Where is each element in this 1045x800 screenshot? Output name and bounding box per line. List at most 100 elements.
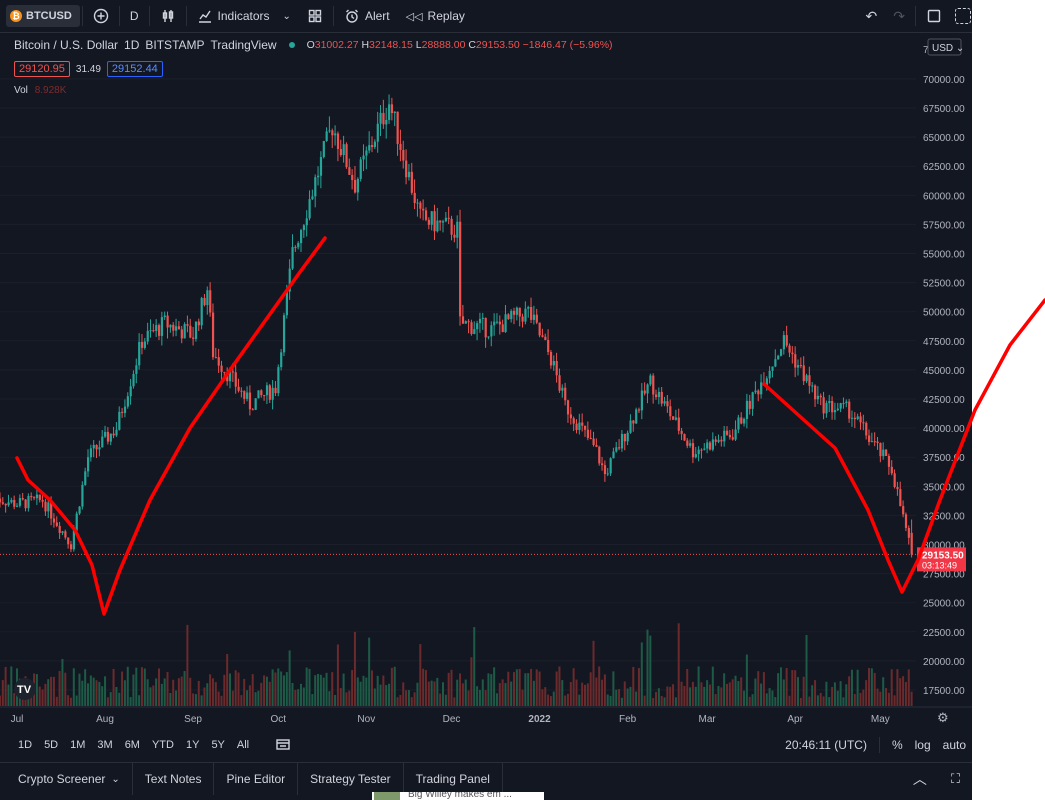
timeframe-6m[interactable]: 6M — [124, 739, 140, 751]
timeframe-1y[interactable]: 1Y — [185, 739, 200, 751]
volume-bar — [166, 671, 169, 706]
price-chart[interactable]: 70000.00 67500.00 65000.00 62500.00 60000.00… — [0, 33, 972, 768]
volume-bar — [728, 682, 731, 706]
candle-body — [217, 357, 220, 366]
candle-body — [41, 499, 44, 502]
date-range-button[interactable] — [275, 737, 291, 754]
top-toolbar: ₿ BTCUSD D Indicators ⌄ Alert ◁◁ Replay — [0, 0, 972, 33]
volume-bar — [461, 683, 464, 706]
symbol-search-button[interactable]: ₿ BTCUSD — [6, 5, 80, 27]
volume-bar — [493, 667, 496, 706]
candle-body — [768, 370, 771, 379]
candle-body — [280, 352, 283, 368]
volume-bar — [129, 697, 132, 706]
volume-bar — [640, 642, 643, 706]
sell-price-box[interactable]: 29120.95 — [14, 61, 70, 77]
timeframe-5y[interactable]: 5Y — [211, 739, 225, 751]
volume-bar — [478, 689, 481, 706]
candle-body — [845, 401, 848, 404]
candle-body — [893, 473, 896, 487]
volume-bar — [907, 669, 910, 706]
utc-clock[interactable]: 20:46:11 (UTC) — [785, 738, 867, 752]
peek-text: Big Willey makes em ... — [408, 792, 512, 800]
candle-body — [669, 406, 672, 417]
percent-scale-toggle[interactable]: % — [891, 738, 903, 752]
redo-button[interactable]: ↷ — [885, 0, 913, 32]
volume-bar — [459, 673, 462, 706]
volume-bar — [828, 697, 831, 706]
candle-body — [626, 432, 629, 442]
tab-trading-panel[interactable]: Trading Panel — [404, 763, 503, 795]
chevron-down-icon: ⌄ — [111, 773, 120, 785]
candle-body — [609, 458, 612, 474]
volume-bar — [234, 670, 237, 706]
candle-body — [700, 449, 703, 451]
interval-button[interactable]: D — [122, 0, 147, 32]
market-status-dot — [288, 42, 295, 48]
candle-body — [274, 387, 277, 394]
price-tick-label: 7 — [923, 45, 929, 56]
timeframe-all[interactable]: All — [236, 739, 250, 751]
candle-body — [544, 336, 547, 341]
candle-body — [819, 395, 822, 398]
volume-bar — [58, 671, 61, 706]
candle-body — [180, 329, 183, 339]
compare-symbol-button[interactable] — [85, 0, 117, 32]
undo-button[interactable]: ↶ — [858, 0, 886, 32]
volume-bar — [797, 677, 799, 706]
timeframe-1m[interactable]: 1M — [70, 739, 86, 751]
candle-body — [152, 330, 155, 332]
candle-body — [586, 429, 590, 438]
volume-bar — [777, 673, 780, 706]
volume-bar — [413, 692, 416, 706]
candle-body — [731, 437, 734, 440]
tab-crypto-screener[interactable]: Crypto Screener ⌄ — [0, 763, 133, 795]
volume-bar — [308, 668, 311, 706]
candle-body — [498, 321, 501, 325]
candle-body — [589, 437, 592, 439]
replay-button[interactable]: ◁◁ Replay — [398, 0, 473, 32]
log-scale-toggle[interactable]: log — [914, 738, 931, 752]
tab-pine-editor[interactable]: Pine Editor — [214, 763, 299, 795]
volume-bar — [745, 654, 748, 706]
volume-bar — [169, 692, 172, 706]
timeframe-bar: 1D 5D 1M 3M 6M YTD 1Y 5Y All 20:46:11 (UTC) % lo… — [0, 732, 972, 758]
candle-body — [439, 220, 442, 223]
volume-bar — [211, 678, 214, 706]
tab-strategy-tester[interactable]: Strategy Tester — [298, 763, 404, 795]
candle-body — [382, 112, 385, 125]
candle-body — [836, 408, 839, 411]
fullscreen-icon[interactable] — [955, 8, 971, 24]
volume-bar — [405, 690, 408, 706]
candle-body — [481, 317, 484, 319]
collapse-panel-button[interactable]: ︿ — [901, 763, 939, 795]
chart-type-button[interactable] — [152, 0, 184, 32]
tab-text-notes[interactable]: Text Notes — [133, 763, 215, 795]
auto-scale-toggle[interactable]: auto — [942, 738, 966, 752]
candle-body — [132, 373, 135, 387]
volume-bar — [910, 691, 913, 706]
timeframe-1d[interactable]: 1D — [18, 739, 33, 751]
maximize-panel-button[interactable]: ⛶ — [939, 763, 972, 795]
buy-price-box[interactable]: 29152.44 — [106, 61, 163, 77]
timeframe-ytd[interactable]: YTD — [151, 739, 174, 751]
volume-bar — [294, 689, 297, 706]
layout-button[interactable] — [918, 0, 950, 32]
volume-bar — [833, 682, 836, 706]
volume-bar — [106, 697, 109, 706]
timeframe-5d[interactable]: 5D — [44, 739, 59, 751]
volume-bar — [467, 690, 470, 706]
alert-button[interactable]: Alert — [336, 0, 398, 32]
indicators-button[interactable]: Indicators ⌄ — [189, 0, 299, 32]
candle-body — [21, 498, 24, 500]
candle-body — [521, 316, 524, 322]
volume-bar — [791, 670, 794, 706]
volume-bar — [603, 674, 606, 706]
change-value: −1846.47 (−5.96%) — [522, 39, 613, 51]
volume-bar — [822, 696, 825, 706]
volume-bar — [160, 683, 163, 706]
candle-body — [200, 297, 203, 326]
templates-button[interactable] — [299, 0, 331, 32]
candle-body — [655, 394, 658, 398]
timeframe-3m[interactable]: 3M — [97, 739, 113, 751]
